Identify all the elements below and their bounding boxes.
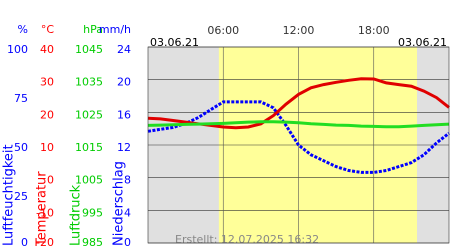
axis-title: Luftfeuchtigkeit [2,144,17,246]
x-tick-label: 12:00 [283,24,315,37]
x-tick-label: 06:00 [207,24,239,37]
axis-title: Niederschlag [112,161,127,246]
y-tick-label: 1005 [75,174,103,187]
axis-unit: % [18,23,28,36]
date-right: 03.06.21 [398,36,447,49]
y-tick-label: 12 [117,141,131,154]
y-tick-label: 25 [14,190,28,203]
series-line [147,100,450,174]
y-tick-label: 50 [14,141,28,154]
y-tick-label: 995 [82,206,103,219]
y-tick-label: -20 [36,236,54,249]
y-tick-label: 4 [124,206,131,219]
y-tick-label: 0 [47,174,54,187]
y-tick-label: 1025 [75,108,103,121]
axis-unit: mm/h [99,23,131,36]
plot-border [147,46,450,244]
y-tick-label: 1015 [75,141,103,154]
y-tick-label: 20 [40,108,54,121]
created-note: Erstellt: 12.07.2025 16:32 [175,233,319,246]
y-tick-label: 0 [21,236,28,249]
axis-unit: °C [41,23,55,36]
y-tick-label: 40 [40,43,54,56]
y-tick-label: 985 [82,236,103,249]
y-tick-label: 75 [14,92,28,105]
y-tick-label: 10 [40,141,54,154]
date-left: 03.06.21 [150,36,199,49]
y-tick-label: -10 [36,206,54,219]
y-tick-label: 30 [40,76,54,89]
y-tick-label: 100 [7,43,28,56]
y-tick-label: 0 [124,236,131,249]
y-tick-label: 1045 [75,43,103,56]
y-tick-label: 8 [124,174,131,187]
y-tick-label: 20 [117,76,131,89]
series-line [147,120,450,129]
axis-title: Luftdruck [69,184,84,246]
y-tick-label: 16 [117,108,131,121]
axis-unit: hPa [83,23,103,36]
y-tick-label: 1035 [75,76,103,89]
y-tick-label: 24 [117,43,131,56]
x-tick-label: 18:00 [358,24,390,37]
axis-title: Temperatur [35,171,50,247]
